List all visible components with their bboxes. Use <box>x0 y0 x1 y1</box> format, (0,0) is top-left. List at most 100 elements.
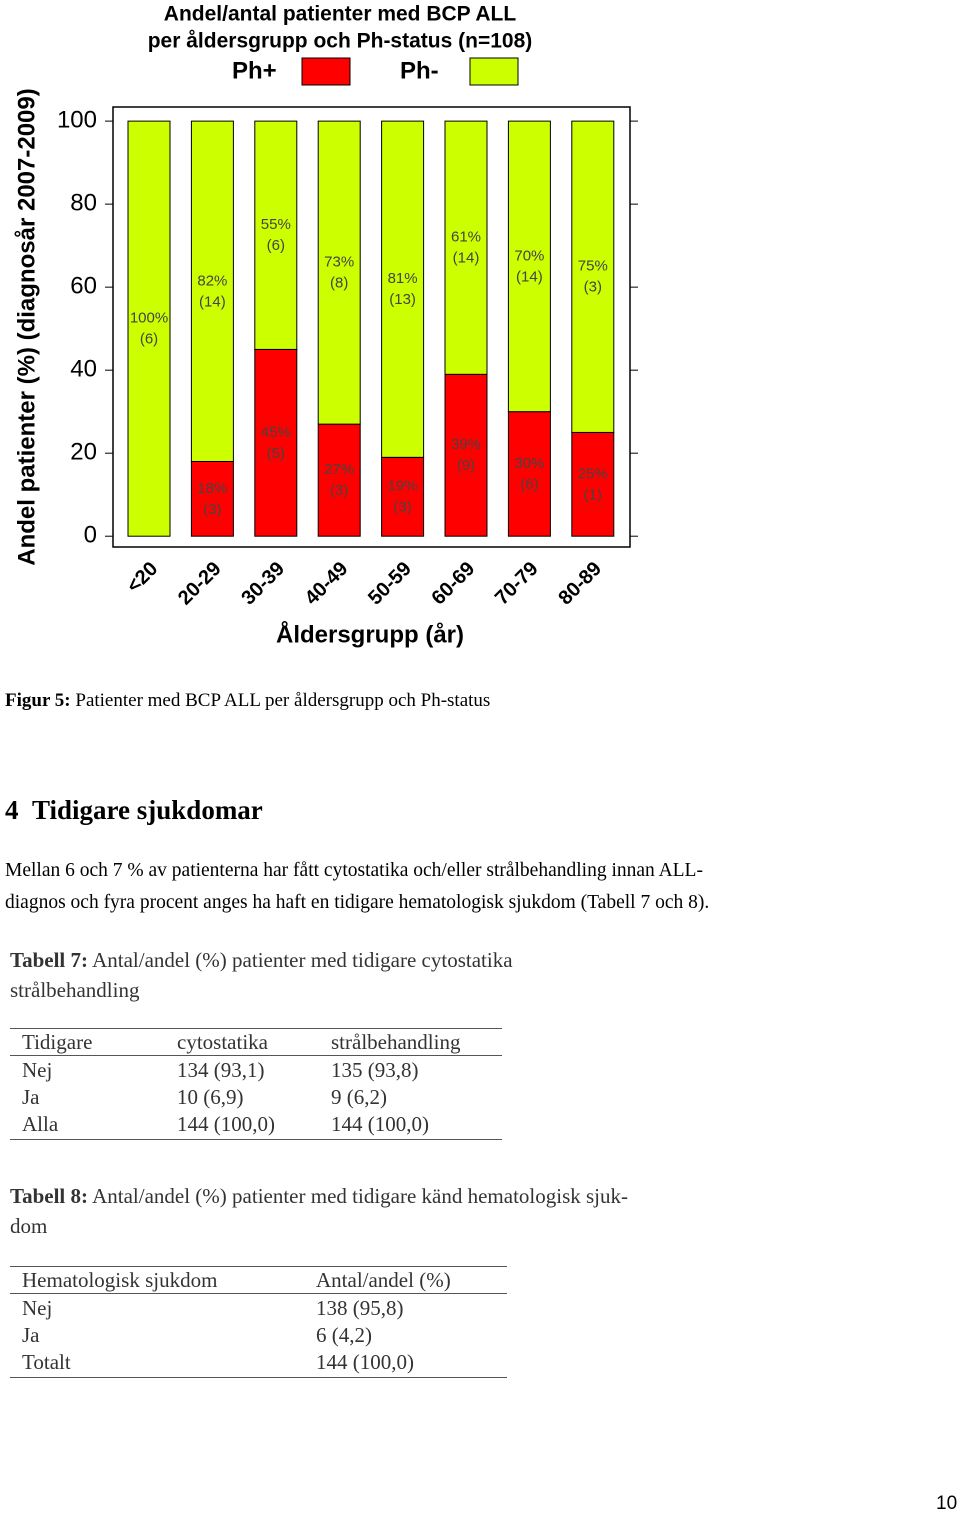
x-tick-label: 60-69 <box>428 558 480 610</box>
value-label: 45% <box>261 424 291 441</box>
count-label: (14) <box>516 268 543 285</box>
y-tick-label: 20 <box>70 439 97 466</box>
legend-label: Ph- <box>400 57 439 84</box>
bar-segment <box>571 120 615 433</box>
x-tick-label: 70-79 <box>491 558 543 610</box>
count-label: (6) <box>140 331 158 348</box>
caption-line: Tabell 8: Antal/andel (%) patienter med … <box>10 1181 628 1211</box>
legend-swatch <box>301 57 351 86</box>
legend-swatch <box>469 57 519 86</box>
table-cell: Nej <box>22 1058 53 1082</box>
caption-text: Antal/andel (%) patienter med tidigare k… <box>92 1184 629 1208</box>
paragraph-line: diagnos och fyra procent anges ha haft e… <box>5 892 710 913</box>
value-label: 100% <box>130 310 168 327</box>
table-caption: Tabell 8: Antal/andel (%) patienter med … <box>10 1181 628 1241</box>
table-header-cell: strålbehandling <box>331 1030 461 1054</box>
count-label: (5) <box>267 445 285 462</box>
bar-segment <box>444 373 488 537</box>
bar-segment <box>381 456 425 537</box>
table-rule <box>10 1139 502 1140</box>
value-label: 82% <box>197 272 227 289</box>
x-tick-label: 40-49 <box>301 558 353 610</box>
paragraph-line: Mellan 6 och 7 % av patienterna har fått… <box>5 860 703 881</box>
table-header-cell: Antal/andel (%) <box>316 1268 451 1292</box>
caption-line: Tabell 7: Antal/andel (%) patienter med … <box>10 945 513 975</box>
table-cell: 144 (100,0) <box>177 1112 275 1136</box>
value-label: 18% <box>197 480 227 497</box>
bar-segment <box>317 120 361 425</box>
bar-segment <box>254 120 298 350</box>
bar-segment <box>190 460 234 537</box>
value-label: 61% <box>451 229 481 246</box>
section-title: Tidigare sjukdomar <box>32 795 263 825</box>
table-header-cell: cytostatika <box>177 1030 268 1054</box>
bar-segment <box>507 120 551 413</box>
table-label: Tabell 7: <box>10 948 88 972</box>
bar-segment <box>254 348 298 537</box>
value-label: 30% <box>514 455 544 472</box>
count-label: (8) <box>330 275 348 292</box>
table-header-cell: Hematologisk sjukdom <box>22 1268 218 1292</box>
y-tick-label: 60 <box>70 272 97 299</box>
caption-text: Patienter med BCP ALL per åldersgrupp oc… <box>75 690 491 711</box>
caption-text: Antal/andel (%) patienter med tidigare c… <box>92 948 513 972</box>
table-cell: 134 (93,1) <box>177 1058 265 1082</box>
section-heading: 4 Tidigare sjukdomar <box>5 795 263 826</box>
bar-segment <box>444 120 488 375</box>
table-cell: 138 (95,8) <box>316 1296 404 1320</box>
x-tick-label: 50-59 <box>364 558 416 610</box>
value-label: 39% <box>451 436 481 453</box>
y-tick-label: 40 <box>70 356 97 383</box>
chart-title: Andel/antal patienter med BCP ALL <box>164 3 517 26</box>
count-label: (3) <box>584 279 602 296</box>
count-label: (3) <box>203 501 221 518</box>
y-tick-label: 80 <box>70 189 97 216</box>
legend-label: Ph+ <box>232 57 277 84</box>
value-label: 70% <box>514 247 544 264</box>
bar-segment <box>190 120 234 462</box>
table-caption: Tabell 7: Antal/andel (%) patienter med … <box>10 945 513 1005</box>
count-label: (3) <box>330 482 348 499</box>
bar-segment <box>127 120 171 537</box>
table-rule <box>10 1266 507 1267</box>
value-label: 81% <box>388 270 418 287</box>
value-label: 73% <box>324 254 354 271</box>
table-cell: Alla <box>22 1112 59 1136</box>
paragraph: Mellan 6 och 7 % av patienterna har fått… <box>5 855 709 919</box>
x-tick-label: 30-39 <box>237 558 289 610</box>
x-tick-label: <20 <box>123 558 163 598</box>
table-cell: 135 (93,8) <box>331 1058 419 1082</box>
x-axis-label: Åldersgrupp (år) <box>276 620 464 648</box>
value-label: 75% <box>578 258 608 275</box>
count-label: (6) <box>520 476 538 493</box>
table-cell: 6 (4,2) <box>316 1323 372 1347</box>
table-cell: 144 (100,0) <box>331 1112 429 1136</box>
plot-frame <box>112 106 631 548</box>
y-axis-label: Andel patienter (%) (diagnosår 2007-2009… <box>13 88 40 565</box>
caption-line: strålbehandling <box>10 975 513 1005</box>
figure-caption: Figur 5: Patienter med BCP ALL per ålder… <box>5 690 490 712</box>
count-label: (3) <box>393 499 411 516</box>
bar-segment <box>571 431 615 537</box>
bar-segment <box>381 120 425 458</box>
page-number: 10 <box>936 1493 958 1514</box>
table-cell: Nej <box>22 1296 53 1320</box>
count-label: (1) <box>584 486 602 503</box>
count-label: (13) <box>389 291 416 308</box>
bar-segment <box>507 411 551 537</box>
value-label: 27% <box>324 461 354 478</box>
table-cell: 144 (100,0) <box>316 1350 414 1374</box>
caption-label: Figur 5: <box>5 690 71 711</box>
bar-segment <box>317 423 361 537</box>
count-label: (6) <box>267 237 285 254</box>
table-rule <box>10 1377 507 1378</box>
table-rule <box>10 1293 507 1294</box>
count-label: (14) <box>199 293 226 310</box>
table-cell: Totalt <box>22 1350 71 1374</box>
value-label: 25% <box>578 465 608 482</box>
table-cell: Ja <box>22 1085 40 1109</box>
chart: Andel/antal patienter med BCP ALL per åld… <box>13 3 638 648</box>
table-rule <box>10 1055 502 1056</box>
x-tick-label: 80-89 <box>554 558 606 610</box>
